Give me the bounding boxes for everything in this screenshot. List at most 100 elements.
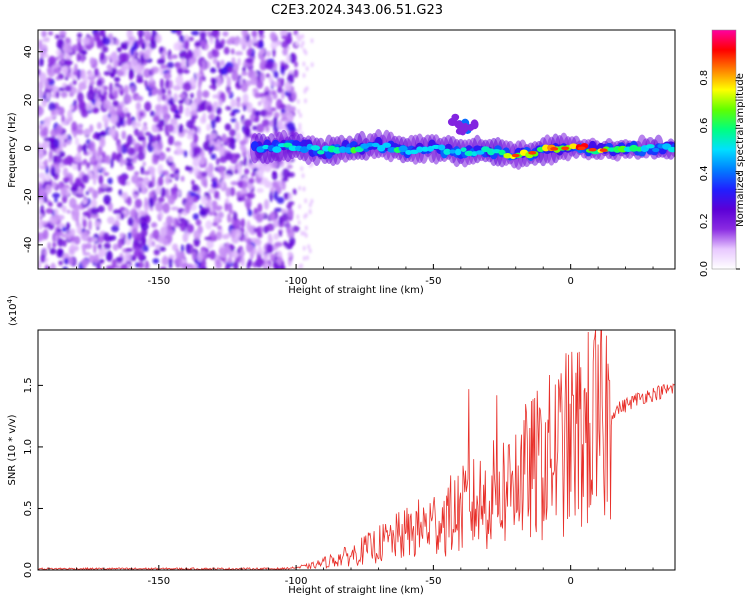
noise-cell [183, 69, 190, 74]
noise-cell [304, 225, 308, 231]
noise-cell [268, 77, 273, 84]
noise-cell [41, 98, 48, 108]
noise-cell [94, 220, 101, 228]
noise-cell [239, 189, 249, 194]
noise-cell [214, 115, 220, 123]
noise-cell [172, 85, 182, 91]
snr-x-ticks: -150 -100 -50 0 [48, 565, 654, 587]
noise-cell [143, 176, 150, 186]
noise-cell [293, 61, 299, 68]
noise-cell [281, 212, 289, 222]
noise-cell [111, 225, 120, 233]
noise-cell [242, 66, 246, 73]
noise-cell [134, 198, 143, 209]
noise-cell [71, 121, 78, 132]
noise-cell [62, 266, 69, 269]
noise-cell [269, 160, 278, 169]
noise-cell [199, 204, 203, 210]
noise-cell [126, 196, 132, 206]
noise-cell [111, 151, 118, 161]
noise-cell [72, 44, 79, 52]
noise-cell [153, 249, 160, 256]
noise-cell [52, 180, 57, 190]
noise-cell [302, 255, 306, 261]
noise-cell [93, 68, 99, 77]
noise-cell [151, 30, 157, 39]
noise-cell [93, 243, 97, 254]
noise-cell [195, 146, 202, 155]
noise-cell [45, 184, 52, 195]
ridge-core [464, 150, 474, 157]
noise-cell [247, 209, 253, 217]
noise-cell [185, 97, 190, 106]
noise-cell [166, 147, 171, 152]
noise-cell [184, 39, 189, 51]
snr-frame [37, 329, 676, 571]
noise-cell [301, 40, 305, 46]
noise-cell [62, 205, 67, 214]
noise-cell [241, 30, 249, 38]
noise-cell [46, 116, 54, 121]
x-tick-label: -50 [425, 576, 441, 587]
noise-cell [272, 218, 279, 228]
noise-cell [277, 87, 284, 94]
noise-cell [302, 186, 306, 192]
noise-cell [258, 40, 264, 49]
noise-cell [87, 187, 95, 194]
noise-cell [58, 181, 63, 190]
noise-cell [67, 230, 72, 241]
noise-cell [212, 94, 219, 99]
noise-cell [293, 30, 299, 36]
noise-cell [262, 253, 269, 261]
noise-cell [240, 256, 245, 268]
noise-cell [75, 137, 80, 146]
noise-cell [97, 243, 103, 250]
noise-cell [138, 261, 145, 269]
ridge-peak [550, 147, 559, 151]
noise-cell [237, 57, 241, 67]
noise-cell [179, 222, 187, 232]
noise-cell [149, 206, 154, 212]
noise-cell [269, 31, 277, 41]
noise-cell [111, 258, 117, 269]
noise-cell [108, 127, 116, 136]
noise-cell [212, 101, 219, 109]
noise-cell [116, 47, 122, 53]
noise-cell [220, 66, 228, 76]
noise-cell [38, 187, 47, 198]
noise-cell [295, 41, 299, 47]
noise-cell [92, 133, 97, 140]
noise-cell [183, 150, 188, 158]
spectrogram-y-label: Frequency (Hz) [7, 112, 18, 188]
noise-cell [225, 105, 232, 111]
noise-cell [308, 248, 312, 254]
noise-cell [161, 256, 169, 266]
ridge-core [272, 146, 282, 153]
noise-cell [219, 156, 228, 164]
noise-cell [82, 219, 87, 228]
noise-cell [59, 151, 66, 158]
noise-cell [40, 44, 48, 55]
ridge-core [421, 146, 429, 152]
noise-cell [200, 175, 208, 187]
noise-cell [89, 80, 96, 86]
noise-cell [207, 162, 213, 171]
noise-cell [276, 265, 285, 269]
noise-cell [136, 109, 140, 120]
colorbar-tick-label: 0.0 [699, 261, 710, 277]
noise-cell [148, 191, 155, 200]
ridge-core [569, 143, 578, 150]
noise-cell [91, 237, 98, 242]
noise-cell [210, 153, 217, 160]
noise-cell [199, 31, 207, 40]
noise-cell [286, 164, 293, 169]
noise-cell [82, 198, 87, 205]
noise-cell [237, 180, 244, 189]
noise-cell [103, 242, 111, 250]
noise-cell [135, 101, 142, 111]
noise-cell [86, 161, 91, 169]
noise-cell [217, 225, 222, 230]
noise-cell [45, 207, 54, 214]
noise-cell [151, 141, 159, 148]
noise-cell [209, 132, 217, 140]
